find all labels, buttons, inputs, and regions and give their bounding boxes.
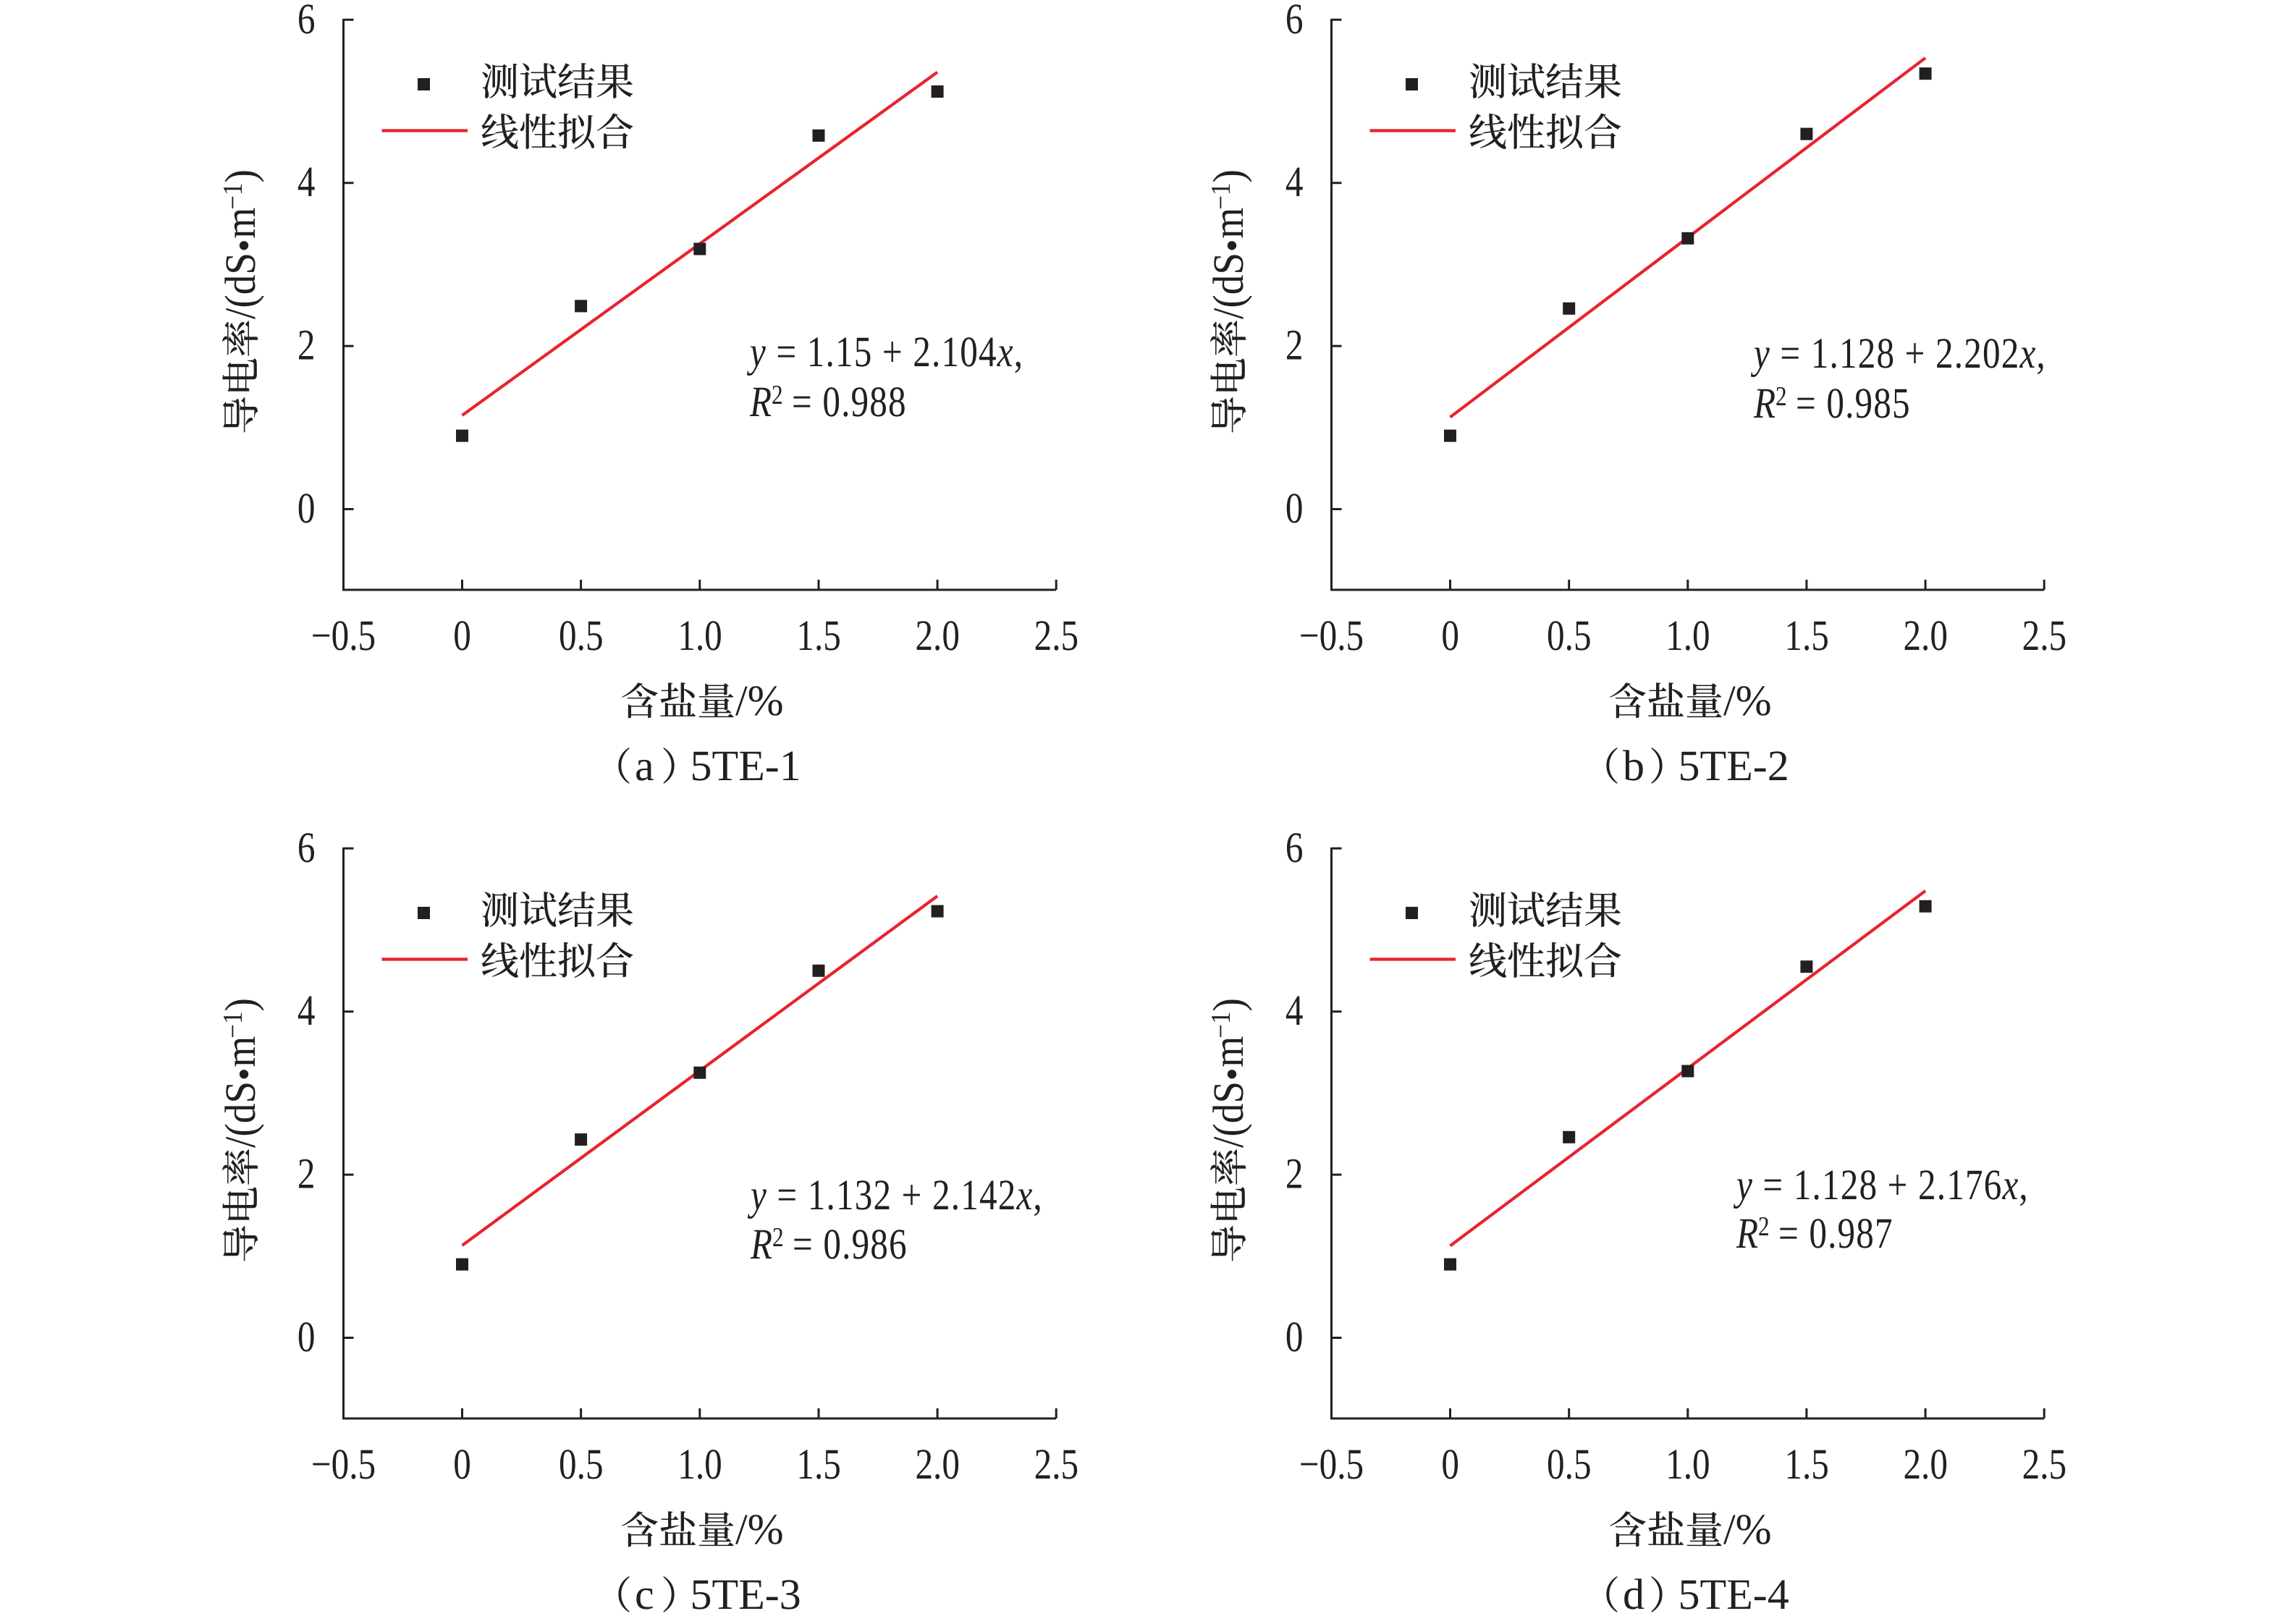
svg-text:6: 6 xyxy=(297,824,316,871)
svg-text:−0.5: −0.5 xyxy=(1299,612,1364,659)
svg-text:1.0: 1.0 xyxy=(1665,612,1710,659)
svg-text:−1: −1 xyxy=(1206,1011,1236,1038)
svg-text:0: 0 xyxy=(1285,1313,1304,1361)
svg-text:/(dS: /(dS xyxy=(216,1081,264,1148)
svg-text:−0.5: −0.5 xyxy=(311,612,376,659)
svg-text:/%: /% xyxy=(1723,1505,1772,1553)
svg-text:0.5: 0.5 xyxy=(1547,612,1592,659)
svg-text:y = 1.128 + 2.176x,: y = 1.128 + 2.176x, xyxy=(1733,1161,2029,1209)
svg-text:1.5: 1.5 xyxy=(796,612,841,659)
svg-text:): ) xyxy=(1204,169,1252,182)
svg-text:0: 0 xyxy=(453,1440,471,1488)
svg-text:/%: /% xyxy=(1723,677,1772,724)
svg-text:y = 1.128 + 2.202x,: y = 1.128 + 2.202x, xyxy=(1750,329,2046,377)
svg-text:d: d xyxy=(1623,1570,1644,1618)
svg-text:0: 0 xyxy=(297,484,316,532)
svg-text:2.5: 2.5 xyxy=(1034,612,1079,659)
svg-text:2: 2 xyxy=(772,380,783,410)
svg-text:2: 2 xyxy=(772,1222,784,1253)
svg-text:0: 0 xyxy=(453,612,471,659)
svg-text:2.5: 2.5 xyxy=(1034,1440,1079,1488)
svg-text:m: m xyxy=(216,1036,264,1067)
svg-text:2: 2 xyxy=(1285,1150,1304,1198)
svg-text:6: 6 xyxy=(297,0,316,43)
svg-text:/(dS: /(dS xyxy=(216,253,264,319)
svg-text:): ) xyxy=(216,998,264,1011)
svg-text:1.5: 1.5 xyxy=(1784,612,1829,659)
svg-text:−0.5: −0.5 xyxy=(311,1440,376,1488)
svg-text:1.0: 1.0 xyxy=(1665,1440,1710,1488)
svg-text:5TE-3: 5TE-3 xyxy=(691,1570,801,1618)
svg-text:2.0: 2.0 xyxy=(915,612,960,659)
svg-text:a: a xyxy=(635,742,654,790)
svg-text:4: 4 xyxy=(297,158,316,206)
svg-text:5TE-4: 5TE-4 xyxy=(1679,1570,1789,1618)
svg-text:0: 0 xyxy=(1441,1440,1459,1488)
svg-text:2.0: 2.0 xyxy=(915,1440,960,1488)
svg-text:5TE-1: 5TE-1 xyxy=(691,742,801,790)
svg-text:2: 2 xyxy=(297,1150,316,1198)
svg-text:2.0: 2.0 xyxy=(1903,1440,1948,1488)
svg-text:c: c xyxy=(635,1570,654,1618)
svg-text:= 0.985: = 0.985 xyxy=(1796,379,1911,427)
svg-text:2: 2 xyxy=(297,321,316,369)
svg-text:R: R xyxy=(1736,1209,1758,1257)
svg-text:5TE-2: 5TE-2 xyxy=(1679,742,1789,790)
svg-text:2: 2 xyxy=(1285,321,1304,369)
svg-text:1.5: 1.5 xyxy=(1784,1440,1829,1488)
svg-text:= 0.986: = 0.986 xyxy=(793,1220,908,1268)
svg-text:): ) xyxy=(1204,998,1252,1011)
svg-text:−1: −1 xyxy=(218,182,248,209)
svg-text:b: b xyxy=(1623,742,1644,790)
svg-text:/%: /% xyxy=(735,1505,784,1553)
svg-text:−1: −1 xyxy=(1206,182,1236,209)
svg-text:0: 0 xyxy=(1285,484,1304,532)
svg-text:/(dS: /(dS xyxy=(1204,1081,1252,1148)
svg-text:/(dS: /(dS xyxy=(1204,253,1252,319)
svg-text:/%: /% xyxy=(735,677,784,724)
svg-text:4: 4 xyxy=(1285,158,1304,206)
svg-text:2.5: 2.5 xyxy=(2022,1440,2067,1488)
svg-text:1.5: 1.5 xyxy=(796,1440,841,1488)
svg-text:1.0: 1.0 xyxy=(677,1440,722,1488)
svg-text:= 0.987: = 0.987 xyxy=(1778,1209,1893,1257)
svg-text:0.5: 0.5 xyxy=(559,1440,604,1488)
svg-text:y = 1.15 + 2.104x,: y = 1.15 + 2.104x, xyxy=(746,328,1023,376)
svg-text:−0.5: −0.5 xyxy=(1299,1440,1364,1488)
svg-text:y = 1.132 + 2.142x,: y = 1.132 + 2.142x, xyxy=(747,1171,1043,1219)
svg-text:m: m xyxy=(1204,1036,1252,1067)
svg-text:6: 6 xyxy=(1285,824,1304,871)
svg-text:0: 0 xyxy=(297,1313,316,1361)
svg-text:4: 4 xyxy=(297,986,316,1034)
svg-text:R: R xyxy=(749,378,772,426)
svg-text:R: R xyxy=(1753,379,1776,427)
svg-text:2.5: 2.5 xyxy=(2022,612,2067,659)
svg-text:−1: −1 xyxy=(218,1011,248,1038)
svg-text:R: R xyxy=(750,1220,772,1268)
svg-text:0.5: 0.5 xyxy=(1547,1440,1592,1488)
svg-text:m: m xyxy=(1204,208,1252,239)
svg-text:2: 2 xyxy=(1758,1211,1770,1242)
svg-text:1.0: 1.0 xyxy=(677,612,722,659)
svg-text:0: 0 xyxy=(1441,612,1459,659)
svg-text:m: m xyxy=(216,208,264,239)
svg-text:0.5: 0.5 xyxy=(559,612,604,659)
svg-text:6: 6 xyxy=(1285,0,1304,43)
svg-text:4: 4 xyxy=(1285,986,1304,1034)
svg-text:): ) xyxy=(216,169,264,182)
svg-text:= 0.988: = 0.988 xyxy=(792,378,907,426)
svg-text:2: 2 xyxy=(1776,381,1787,412)
svg-text:2.0: 2.0 xyxy=(1903,612,1948,659)
